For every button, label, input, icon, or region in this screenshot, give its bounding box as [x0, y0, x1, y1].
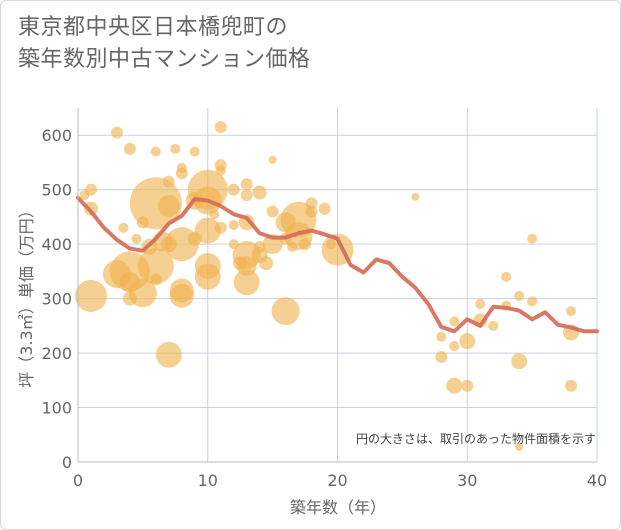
bubble-point [318, 202, 331, 215]
y-tick-label: 0 [62, 453, 72, 472]
x-tick-label: 10 [198, 471, 218, 490]
y-tick-label: 400 [41, 235, 72, 254]
trend-line-group [76, 195, 599, 334]
bubble-point [137, 247, 174, 284]
bubble-point [449, 316, 460, 327]
bubble-point [155, 341, 182, 368]
x-tick-label: 30 [457, 471, 477, 490]
bubble-point [435, 350, 448, 363]
chart-title: 東京都中央区日本橋兜町の 築年数別中古マンション価格 [18, 12, 311, 76]
y-axis-label: 坪（3.3㎡）単価（万円） [17, 202, 36, 387]
bubble-point [175, 167, 188, 180]
bubble-point [214, 121, 227, 134]
bubble-point [123, 142, 136, 155]
bubble-point [514, 290, 525, 301]
bubble-point [118, 222, 129, 233]
bubble-point [411, 192, 420, 201]
bubble-point [515, 442, 524, 451]
bubble-point [189, 146, 200, 157]
bubble-point [299, 238, 312, 251]
chart-title-line-1: 東京都中央区日本橋兜町の [18, 15, 289, 40]
bubble-point [488, 320, 499, 331]
x-tick-label: 0 [73, 471, 83, 490]
bubbles [74, 121, 580, 451]
bubble-point [169, 283, 194, 308]
tick-labels: 0 100 200 300 400 500 600 0 10 20 30 40 [41, 126, 607, 490]
bubble-point [436, 331, 447, 342]
bubble-point [252, 185, 267, 200]
bubble-point [214, 221, 227, 234]
bubble-point [459, 333, 476, 350]
bubble-point [240, 189, 253, 202]
bubble-point [565, 379, 578, 392]
bubble-point [511, 353, 528, 370]
bubble-point [131, 233, 142, 244]
bubble-point [157, 195, 180, 218]
size-note: 円の大きさは、取引のあった物件面積を示す [356, 431, 596, 446]
bubble-point [271, 297, 300, 326]
bubble-point [461, 379, 474, 392]
bubble-point [150, 146, 161, 157]
y-tick-label: 300 [41, 290, 72, 309]
bubble-point [449, 340, 460, 351]
y-tick-label: 500 [41, 181, 72, 200]
bubble-point [74, 279, 107, 312]
bubble-point [149, 273, 162, 286]
bubble-point [233, 269, 260, 296]
bubble-point [501, 271, 512, 282]
bubble-point [162, 175, 175, 188]
y-tick-label: 600 [41, 126, 72, 145]
chart-title-line-2: 築年数別中古マンション価格 [18, 47, 311, 72]
bubble-point [110, 126, 123, 139]
bubble-point [240, 178, 253, 191]
bubble-point [194, 263, 221, 290]
bubble-point [266, 205, 279, 218]
bubble-point [228, 220, 239, 231]
bubble-point [84, 183, 97, 196]
bubble-point [128, 279, 157, 308]
bubble-point [259, 256, 274, 271]
bubble-point [194, 217, 221, 244]
y-tick-label: 100 [41, 399, 72, 418]
x-tick-label: 40 [587, 471, 607, 490]
x-axis-label: 築年数（年） [290, 498, 386, 517]
bubble-point [227, 183, 240, 196]
axes [77, 108, 597, 463]
x-tick-label: 20 [327, 471, 347, 490]
bubble-point [527, 296, 538, 307]
bubble-point [475, 299, 486, 310]
bubble-point [305, 197, 318, 210]
bubble-point [527, 233, 538, 244]
bubble-point [566, 306, 577, 317]
bubble-point [268, 155, 277, 164]
y-tick-label: 200 [41, 344, 72, 363]
bubble-point [215, 165, 226, 176]
bubble-point [209, 209, 220, 220]
trend-line [76, 195, 599, 334]
bubble-point [446, 377, 463, 394]
bubble-point [170, 143, 181, 154]
